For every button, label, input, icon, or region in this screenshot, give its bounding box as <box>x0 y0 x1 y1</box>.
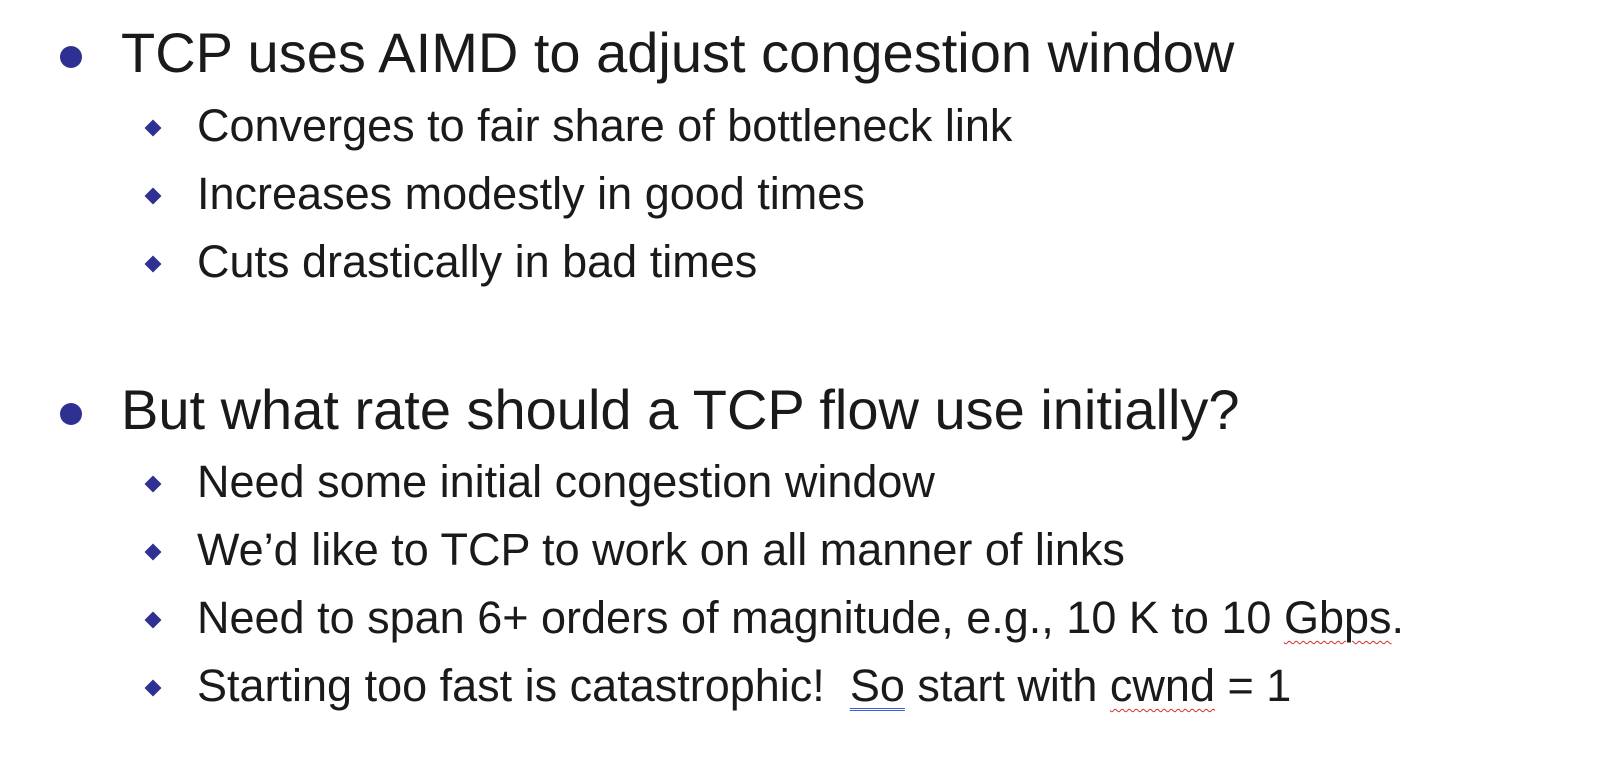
bullet-1-sub-1-text: Converges to fair share of bottleneck li… <box>197 100 1013 151</box>
bullet-1-text: TCP uses AIMD to adjust congestion windo… <box>121 21 1235 84</box>
bullet-dot-icon <box>60 403 82 425</box>
bullet-2: But what rate should a TCP flow use init… <box>0 375 1614 445</box>
bullet-dot-icon <box>60 46 82 68</box>
diamond-bullet-icon <box>144 475 162 493</box>
bullet-1: TCP uses AIMD to adjust congestion windo… <box>0 18 1614 88</box>
bullet-2-sub-4-mid: start with <box>904 660 1110 711</box>
spelling-flagged-word[interactable]: cwnd <box>1109 660 1215 711</box>
bullet-2-sub-4-post: = 1 <box>1214 660 1292 711</box>
diamond-bullet-icon <box>144 187 162 205</box>
bullet-2-sub-3: Need to span 6+ orders of magnitude, e.g… <box>0 590 1614 646</box>
bullet-1-sub-2: Increases modestly in good times <box>0 166 1614 222</box>
bullet-1-sub-3-text: Cuts drastically in bad times <box>197 236 758 287</box>
diamond-bullet-icon <box>144 611 162 629</box>
bullet-2-sub-4-pre: Starting too fast is catastrophic! <box>197 660 850 711</box>
bullet-1-sub-3: Cuts drastically in bad times <box>0 234 1614 290</box>
spelling-flagged-word[interactable]: Gbps <box>1283 592 1392 643</box>
bullet-2-sub-4-text: Starting too fast is catastrophic! So st… <box>197 658 1291 714</box>
bullet-1-sub-2-text: Increases modestly in good times <box>197 168 865 219</box>
bullet-1-sub-1: Converges to fair share of bottleneck li… <box>0 98 1614 154</box>
bullet-2-sub-3-post: . <box>1391 592 1405 643</box>
bullet-2-sub-4: Starting too fast is catastrophic! So st… <box>0 658 1614 714</box>
diamond-bullet-icon <box>144 679 162 697</box>
bullet-2-sub-2: We’d like to TCP to work on all manner o… <box>0 522 1614 578</box>
grammar-flagged-word[interactable]: So <box>849 660 905 711</box>
bullet-2-sub-3-text: Need to span 6+ orders of magnitude, e.g… <box>197 590 1404 646</box>
diamond-bullet-icon <box>144 543 162 561</box>
diamond-bullet-icon <box>144 255 162 273</box>
bullet-2-text: But what rate should a TCP flow use init… <box>121 378 1240 441</box>
bullet-2-sub-1-text: Need some initial congestion window <box>197 456 935 507</box>
bullet-2-sub-3-pre: Need to span 6+ orders of magnitude, e.g… <box>197 592 1284 643</box>
bullet-2-sub-2-text: We’d like to TCP to work on all manner o… <box>197 524 1125 575</box>
diamond-bullet-icon <box>144 119 162 137</box>
bullet-2-sub-1: Need some initial congestion window <box>0 454 1614 510</box>
